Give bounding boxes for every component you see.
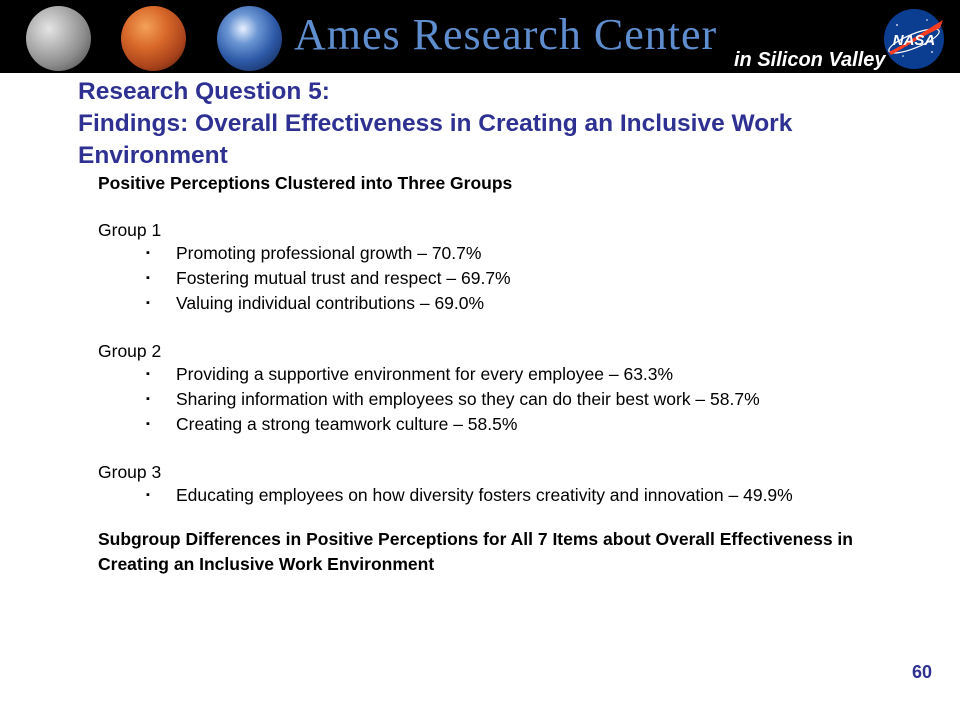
header-banner: Ames Research Center in Silicon Valley N… — [0, 0, 960, 73]
group-3-label: Group 3 — [98, 462, 162, 482]
group-2-label: Group 2 — [98, 341, 162, 361]
bullet-icon: ▪ — [146, 297, 150, 309]
list-item: ▪ Fostering mutual trust and respect – 69… — [146, 268, 511, 288]
bullet-icon: ▪ — [146, 489, 150, 501]
list-item: ▪ Educating employees on how diversity fo… — [146, 485, 793, 505]
bullet-icon: ▪ — [146, 418, 150, 430]
group-2-list: ▪ Providing a supportive environment for … — [98, 364, 918, 435]
group-1-label: Group 1 — [98, 220, 162, 240]
banner-subtitle: in Silicon Valley — [734, 49, 886, 71]
closing-heading: Subgroup Differences in Positive Percept… — [98, 529, 853, 574]
slide-title-line2: Findings: Overall Effectiveness in Creat… — [78, 110, 793, 169]
slide-title-line1: Research Question 5: — [78, 78, 330, 105]
bullet-icon: ▪ — [146, 247, 150, 259]
group-3-list: ▪ Educating employees on how diversity fo… — [98, 485, 918, 506]
list-item: ▪ Sharing information with employees so t… — [146, 389, 760, 409]
page-number: 60 — [912, 662, 933, 682]
moon-image — [26, 6, 91, 71]
nasa-logo: NASA — [884, 9, 944, 69]
list-item: ▪ Creating a strong teamwork culture – 58… — [146, 414, 518, 434]
bullet-icon: ▪ — [146, 368, 150, 380]
bullet-icon: ▪ — [146, 272, 150, 284]
banner-title: Ames Research Center — [294, 10, 718, 59]
list-item: ▪ Providing a supportive environment for … — [146, 364, 674, 384]
slide-body: Positive Perceptions Clustered into Thre… — [98, 171, 918, 577]
list-item: ▪ Promoting professional growth – 70.7% — [146, 243, 482, 263]
slide-title: Research Question 5: Findings: Overall E… — [78, 76, 938, 172]
nasa-logo-text: NASA — [893, 32, 936, 49]
mars-image — [121, 6, 186, 71]
section-heading: Positive Perceptions Clustered into Thre… — [98, 173, 513, 193]
group-1-list: ▪ Promoting professional growth – 70.7% ▪… — [98, 243, 918, 314]
earth-image — [217, 6, 282, 71]
list-item: ▪ Valuing individual contributions – 69.0… — [146, 293, 485, 313]
bullet-icon: ▪ — [146, 393, 150, 405]
